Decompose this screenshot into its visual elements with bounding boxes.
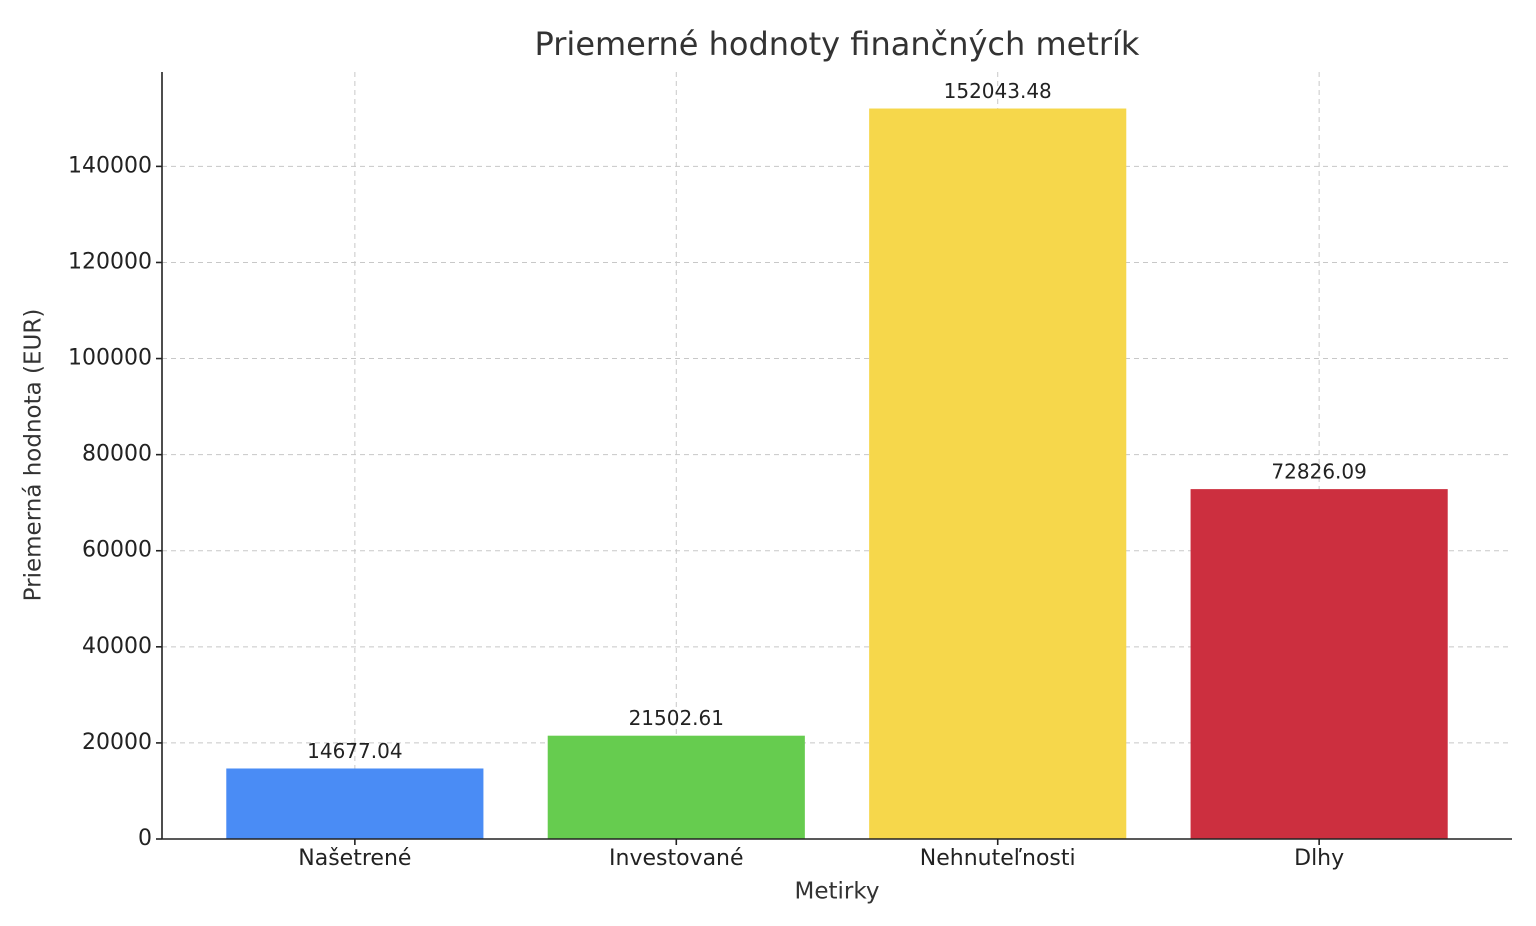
y-tick-label: 140000 [68, 153, 152, 178]
bar [226, 768, 484, 839]
value-label: 21502.61 [629, 706, 724, 730]
chart-title: Priemerné hodnoty finančných metrík [535, 25, 1140, 63]
y-tick-label: 80000 [82, 442, 152, 467]
y-axis-label: Priemerná hodnota (EUR) [21, 309, 47, 602]
labels: 0 20000 40000 60000 80000 100000 120000 140000 N… [68, 79, 1367, 871]
y-tick-label: 60000 [82, 538, 152, 563]
x-tick-label: Investované [609, 846, 744, 871]
x-axis-label: Metirky [795, 879, 880, 905]
bar [869, 108, 1127, 840]
y-tick-label: 100000 [68, 346, 152, 371]
x-tick-label: Nehnuteľnosti [920, 846, 1076, 871]
bar [547, 735, 805, 839]
x-tick-label: Dlhy [1294, 846, 1344, 871]
value-label: 72826.09 [1271, 460, 1366, 484]
y-tick-label: 20000 [82, 730, 152, 755]
x-tick-label: Našetrené [298, 846, 411, 871]
y-tick-label: 120000 [68, 249, 152, 274]
bar [1190, 489, 1448, 839]
y-tick-label: 0 [138, 826, 152, 851]
bars [226, 108, 1448, 840]
y-tick-label: 40000 [82, 634, 152, 659]
value-label: 14677.04 [307, 739, 402, 763]
value-label: 152043.48 [944, 79, 1052, 103]
